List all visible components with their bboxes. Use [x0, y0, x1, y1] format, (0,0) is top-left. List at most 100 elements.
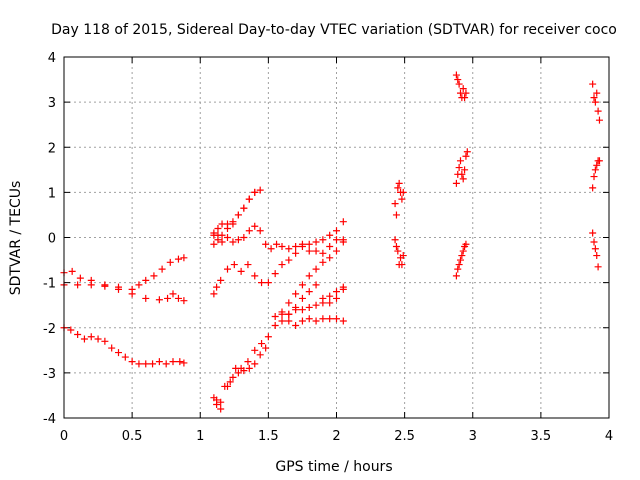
data-point — [593, 161, 601, 169]
data-point — [452, 71, 460, 79]
data-point — [333, 315, 340, 323]
chart-title: Day 118 of 2015, Sidereal Day-to-day VTE… — [51, 22, 617, 38]
data-point — [333, 294, 340, 302]
data-point — [319, 258, 327, 266]
data-point — [164, 294, 172, 302]
data-point — [264, 279, 272, 287]
data-point — [230, 261, 238, 269]
data-point — [589, 80, 597, 88]
data-point — [333, 227, 340, 235]
data-point — [271, 270, 279, 278]
x-tick-label: 0.5 — [122, 429, 143, 444]
x-tick-label: 3 — [469, 429, 477, 444]
data-point — [218, 231, 226, 239]
data-point — [256, 351, 264, 359]
data-point — [142, 276, 150, 284]
data-point — [292, 249, 300, 257]
data-point — [244, 358, 252, 366]
data-points — [60, 71, 603, 413]
data-point — [339, 283, 347, 291]
data-point — [224, 382, 231, 390]
data-point — [251, 346, 259, 354]
data-point — [162, 360, 170, 368]
data-point — [214, 224, 222, 232]
data-point — [229, 220, 237, 228]
data-point — [258, 340, 266, 348]
data-point — [87, 333, 95, 341]
data-point — [149, 360, 157, 368]
y-tick-label: 1 — [48, 186, 56, 201]
data-point — [262, 344, 270, 352]
data-point — [312, 238, 320, 246]
x-axis-label: GPS time / hours — [275, 459, 392, 475]
data-point — [398, 261, 406, 269]
data-point — [229, 373, 237, 381]
data-point — [101, 337, 109, 345]
data-point — [251, 188, 259, 196]
data-point — [594, 107, 602, 115]
x-tick-label: 2.5 — [394, 429, 415, 444]
data-point — [251, 360, 259, 368]
x-tick-label: 1 — [196, 429, 204, 444]
data-point — [176, 358, 184, 366]
y-tick-label: -4 — [43, 412, 56, 427]
data-point — [158, 265, 166, 273]
data-point — [395, 179, 403, 187]
data-point — [135, 360, 143, 368]
data-point — [76, 274, 84, 282]
data-point — [595, 116, 603, 124]
data-point — [461, 94, 469, 102]
data-point — [245, 364, 253, 372]
y-tick-label: -2 — [43, 322, 56, 337]
data-point — [298, 306, 306, 314]
data-point — [298, 294, 306, 302]
y-tick-label: -3 — [43, 367, 56, 382]
data-point — [285, 317, 293, 325]
data-point — [169, 290, 177, 298]
data-point — [180, 359, 188, 367]
data-point — [273, 240, 281, 248]
data-point — [180, 254, 188, 262]
x-tick-label: 2 — [332, 429, 340, 444]
data-point — [319, 249, 327, 257]
data-point — [214, 236, 222, 244]
data-point — [115, 349, 122, 357]
data-point — [262, 240, 270, 248]
data-point — [319, 294, 327, 302]
data-point — [292, 290, 300, 298]
data-point — [339, 218, 347, 226]
data-point — [278, 243, 286, 251]
data-point — [399, 188, 407, 196]
axis-ticks: 0 0.5 1 1.5 2 2.5 3 3.5 4 -4 -3 -2 -1 0 1 2 3 4 — [43, 51, 613, 444]
data-point — [452, 179, 460, 187]
data-point — [68, 267, 76, 275]
data-point — [455, 164, 463, 172]
data-point — [590, 94, 598, 102]
data-point — [459, 247, 467, 255]
data-point — [305, 247, 313, 255]
data-point — [224, 234, 231, 241]
data-point — [305, 240, 313, 248]
data-point — [319, 315, 327, 323]
data-point — [74, 281, 82, 289]
data-point — [244, 261, 252, 269]
data-point — [224, 224, 231, 232]
data-point — [142, 294, 150, 302]
data-point — [455, 80, 463, 88]
data-point — [213, 283, 221, 291]
data-point — [394, 247, 402, 255]
data-point — [217, 398, 225, 406]
data-point — [285, 256, 293, 264]
data-point — [454, 265, 462, 273]
data-point — [292, 321, 300, 329]
data-point — [150, 272, 158, 280]
x-tick-label: 1.5 — [258, 429, 279, 444]
plot-border — [63, 56, 610, 419]
data-point — [591, 98, 599, 106]
data-point — [458, 252, 466, 260]
data-point — [339, 236, 347, 244]
data-point — [462, 89, 470, 97]
data-point — [267, 245, 275, 253]
data-point — [218, 238, 226, 246]
data-point — [101, 282, 109, 290]
